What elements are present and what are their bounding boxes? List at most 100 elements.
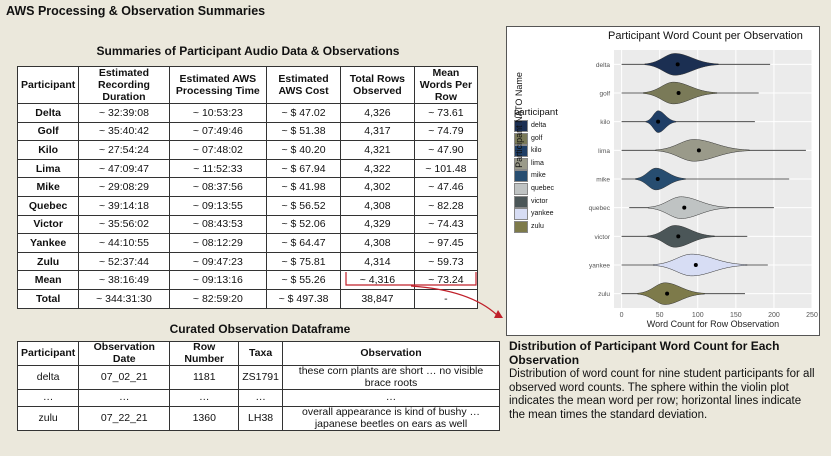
summary-cell: ~ $ 497.38 [266, 288, 341, 309]
violin-lima [655, 139, 750, 162]
y-tick-label: golf [600, 91, 611, 98]
y-tick-label: delta [596, 62, 610, 69]
legend-label: kilo [531, 147, 542, 155]
legend-swatch [514, 120, 528, 132]
summary-header-cell: Participant [16, 66, 80, 104]
legend-swatch [514, 157, 528, 170]
x-tick-label: 100 [692, 312, 704, 319]
summary-cell: ~ 09:13:16 [168, 270, 268, 290]
curated-table: Participant Observation Date Row Number Tax… [16, 341, 500, 431]
legend-item-victor: victor [514, 195, 574, 208]
curated-table-title: Curated Observation Dataframe [169, 322, 351, 336]
curated-cell: 1360 [169, 406, 240, 431]
legend-item-kilo: kilo [514, 145, 574, 158]
legend-swatch [514, 132, 528, 145]
mean-point-yankee [693, 263, 698, 267]
arrow-line [410, 285, 498, 316]
curated-cell: ZS1791 [238, 365, 283, 390]
legend-label: yankee [531, 210, 554, 218]
violin-kilo [645, 110, 677, 133]
summary-cell: ~ 59.73 [413, 251, 479, 272]
y-tick-label: yankee [589, 263, 610, 270]
summary-cell: Victor [16, 214, 80, 235]
legend-item-quebec: quebec [514, 183, 574, 195]
caption-body: Distribution of word count for nine stud… [509, 368, 815, 421]
y-tick-label: victor [594, 234, 610, 241]
legend-swatch [514, 145, 528, 158]
curated-header-cell: Row Number [169, 341, 240, 366]
curated-cell: zulu [16, 406, 80, 431]
summary-header-cell: Estimated Recording Duration [78, 66, 170, 104]
violin-victor [647, 225, 715, 248]
summary-cell: 38,847 [339, 288, 415, 309]
summary-row: Golf ~ 35:40:42 ~ 07:49:46 ~ $ 51.38 4,317 ~ … [16, 121, 479, 142]
curated-header-cell: Participant [16, 341, 80, 366]
summary-cell: 4,314 [339, 251, 415, 272]
y-tick-label: lima [598, 148, 610, 155]
x-tick-label: 200 [768, 312, 780, 319]
y-tick-label: kilo [600, 119, 610, 126]
curated-cell: delta [16, 365, 80, 390]
y-tick-label: zulu [598, 291, 610, 298]
legend-label: lima [531, 159, 544, 167]
legend-swatch [514, 208, 528, 221]
summary-cell: Total [16, 288, 80, 309]
mean-point-quebec [682, 205, 687, 210]
summary-row: Lima ~ 47:09:47 ~ 11:52:33 ~ $ 67.94 4,322 ~ … [16, 158, 479, 179]
page-title: AWS Processing & Observation Summaries [6, 4, 266, 18]
arrow-head [494, 310, 503, 318]
curated-cell: LH38 [238, 406, 283, 431]
legend-label: delta [531, 122, 547, 129]
summary-cell: Mean [16, 270, 80, 290]
summary-header-cell: Mean Words Per Row [413, 66, 479, 104]
mean-point-golf [676, 91, 681, 95]
mean-point-kilo [656, 119, 661, 124]
violin-quebec [647, 196, 729, 219]
summary-row: Delta ~ 32:39:08 ~ 10:53:23 ~ $ 47.02 4,326 ~… [16, 103, 479, 123]
legend-label: victor [531, 197, 548, 205]
violin-delta [644, 53, 719, 76]
x-tick-label: 0 [620, 312, 624, 319]
legend-swatch [514, 170, 528, 183]
x-axis-label: Word Count for Row Observation [647, 319, 779, 329]
summary-cell: Zulu [16, 251, 80, 272]
summary-row: Total ~ 344:31:30 ~ 82:59:20 ~ $ 497.38 38,8… [16, 288, 479, 309]
legend-item-yankee: yankee [514, 208, 574, 221]
mean-point-mike [655, 177, 660, 181]
summary-cell: ~ $ 55.26 [266, 270, 341, 290]
mean-point-zulu [665, 291, 670, 296]
summary-row: Zulu ~ 52:37:44 ~ 09:47:23 ~ $ 75.81 4,314 ~ … [16, 251, 479, 272]
summary-cell: ~ 82:59:20 [168, 288, 268, 309]
legend-label: quebec [531, 185, 554, 192]
summary-table-title: Summaries of Participant Audio Data & Ob… [96, 44, 400, 58]
legend-title: participant [514, 107, 558, 118]
summary-header-cell: Estimated AWS Processing Time [168, 66, 268, 104]
summary-cell: ~ $ 75.81 [266, 251, 341, 272]
legend-item-mike: mike [514, 170, 574, 183]
summary-cell: - [413, 288, 479, 309]
curated-header-cell: Taxa [238, 341, 283, 366]
curated-cell: overall appearance is kind of bushy … ja… [282, 406, 500, 431]
summary-header-cell: Estimated AWS Cost [266, 66, 341, 104]
summary-row: Mike ~ 29:08:29 ~ 08:37:56 ~ $ 41.98 4,302 ~ … [16, 177, 479, 197]
summary-header-cell: Total Rows Observed [339, 66, 415, 104]
x-tick-label: 50 [656, 312, 664, 319]
legend-item-golf: golf [514, 132, 574, 145]
summary-row: Victor ~ 35:56:02 ~ 08:43:53 ~ $ 52.06 4,329… [16, 214, 479, 235]
x-tick-label: 250 [806, 312, 818, 319]
summary-cell: ~ 10:53:23 [168, 103, 268, 123]
legend-label: golf [531, 134, 543, 142]
legend-label: zulu [531, 222, 544, 230]
legend-item-lima: lima [514, 157, 574, 170]
caption-title: Distribution of Participant Word Count f… [509, 339, 780, 367]
violin-yankee [653, 253, 748, 277]
legend-item-delta: delta [514, 120, 574, 132]
curated-row: zulu 07_22_21 1360 LH38 overall appearance i… [16, 406, 500, 431]
mean-point-victor [676, 234, 681, 239]
legend-label: mike [531, 172, 546, 180]
legend-swatch [514, 183, 528, 195]
curated-cell: 07_22_21 [78, 406, 171, 431]
bracket-line [345, 272, 477, 286]
legend-swatch [514, 195, 528, 208]
